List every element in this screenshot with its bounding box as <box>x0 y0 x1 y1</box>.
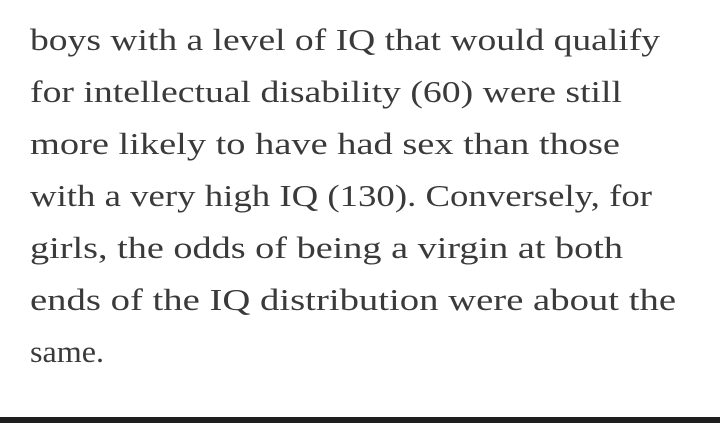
text-line: same. <box>30 334 104 369</box>
text-line: girls, the odds of being a virgin at bot… <box>30 230 624 265</box>
paragraph: boys with a level of IQ that would quali… <box>30 22 676 369</box>
text-line: for intellectual disability (60) were st… <box>30 74 622 109</box>
text-line: ends of the IQ distribution were about t… <box>30 282 676 317</box>
text-line: with a very high IQ (130). Conversely, f… <box>30 178 653 213</box>
text-line: boys with a level of IQ that would quali… <box>30 22 661 57</box>
text-line: more likely to have had sex than those <box>30 126 620 161</box>
bottom-divider <box>0 417 720 423</box>
